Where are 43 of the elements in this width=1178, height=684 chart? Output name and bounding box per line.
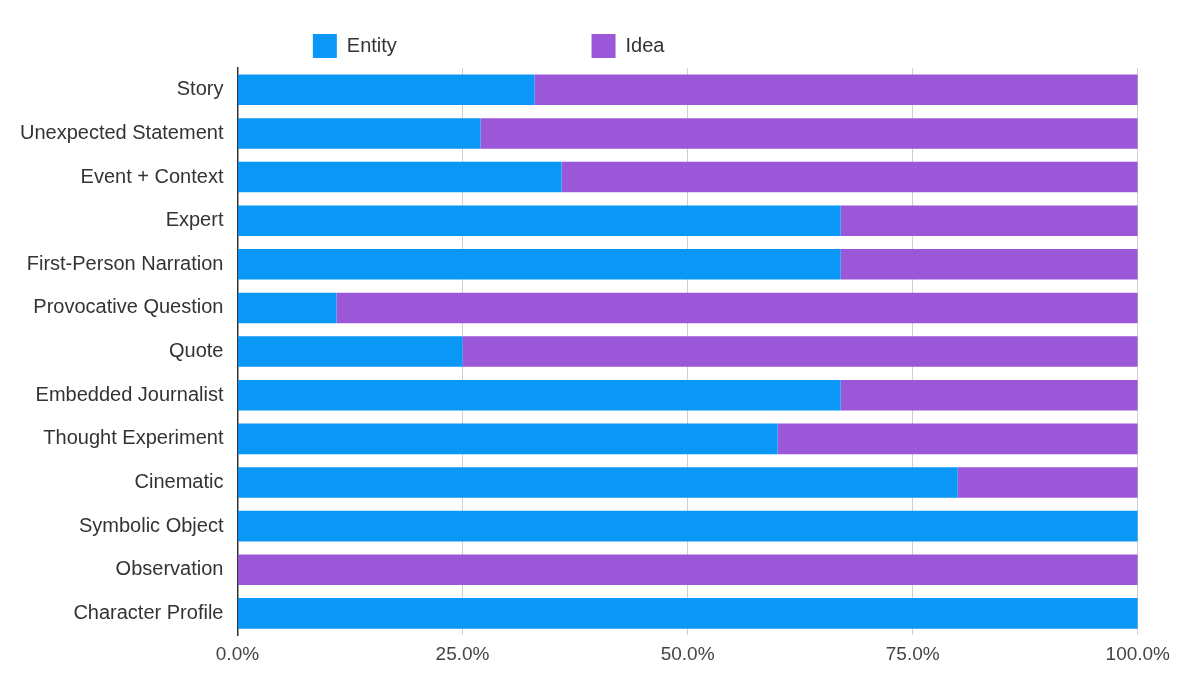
bar [840,379,1138,411]
bar [534,74,1138,106]
y-tick-label: Cinematic [134,470,224,493]
x-tick-label: 25.0% [435,642,490,664]
bar [561,161,1138,193]
bar [336,292,1138,324]
y-tick-label: Thought Experiment [43,426,224,449]
y-tick-label: First-Person Narration [26,251,224,274]
y-tick-label: Observation [115,557,224,580]
bar [840,249,1138,280]
y-tick-label: Embedded Journalist [35,382,224,405]
y-tick-label: Character Profile [73,600,224,623]
bar [237,423,778,455]
y-tick-label: Expert [165,208,224,231]
y-tick-label: Quote [168,339,224,362]
bar [237,510,1138,542]
legend-label: Entity [346,33,564,56]
y-tick-label: Provocative Question [33,295,224,318]
bar [237,554,1138,586]
bar [237,598,1138,629]
y-tick-label: Symbolic Object [78,513,224,536]
x-tick-label: 75.0% [885,642,940,664]
x-tick-label: 100.0% [1105,642,1171,664]
x-tick-label: 50.0% [660,642,715,664]
y-tick-label: Story [176,77,224,100]
bar [237,118,481,149]
bar [462,336,1138,367]
bar [480,118,1138,149]
legend-label: Idea [625,33,832,56]
bar [237,379,841,411]
y-tick-label: Event + Context [80,164,224,187]
bar [840,205,1138,236]
bar [237,292,337,324]
bar [237,249,841,280]
bar [237,74,535,106]
bar [237,467,958,498]
bar [237,205,841,236]
x-tick-label: 0.0% [215,642,260,664]
bar [957,467,1138,498]
bar [777,423,1138,455]
y-tick-label: Unexpected Statement [19,120,224,143]
bar [237,336,463,367]
bar [237,161,562,193]
